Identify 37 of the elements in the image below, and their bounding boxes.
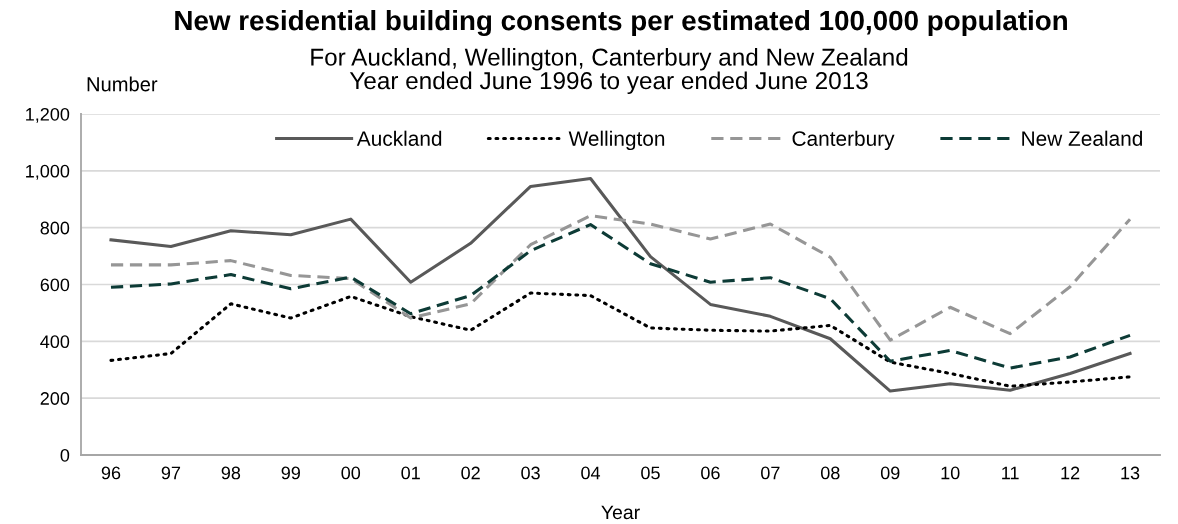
legend-label: Auckland (356, 130, 442, 146)
legend-label: Wellington (568, 130, 665, 151)
y-tick-label: 0 (60, 448, 70, 462)
line-series (109, 214, 1132, 342)
x-tick-label: 12 (1061, 466, 1080, 480)
x-tick-label: 00 (341, 466, 361, 480)
x-tick-label: 99 (281, 466, 300, 480)
x-tick-label: 01 (401, 466, 420, 480)
line-series (109, 223, 1132, 370)
chart-title: New residential building consents per estimated 100,000 population (175, 9, 1067, 37)
x-tick-label: 02 (461, 466, 480, 480)
line-series (109, 176, 1132, 393)
x-tick-label: 07 (761, 466, 780, 480)
x-tick-label: 05 (641, 466, 660, 480)
x-tick-label: 96 (101, 466, 121, 480)
x-tick-label: 08 (820, 466, 840, 480)
x-axis-title: Year (601, 505, 640, 520)
chart-subtitle: For Auckland, Wellington, Canterbury and New Zealand Year ended June 1996 to year ended June 2013 (311, 47, 908, 95)
line-series (109, 291, 1132, 388)
x-tick-label: 10 (941, 466, 960, 480)
y-tick-label: 800 (40, 221, 70, 235)
y-tick-label: 400 (40, 335, 70, 349)
y-axis-title: Number (87, 76, 158, 92)
y-tick-label: 600 (40, 278, 70, 292)
x-tick-label: 04 (581, 466, 601, 480)
y-tick-label: 1,200 (26, 107, 70, 123)
x-tick-label: 09 (880, 466, 900, 480)
x-tick-label: 03 (521, 466, 540, 480)
x-tick-label: 97 (161, 466, 181, 480)
y-tick-label: 1,000 (26, 164, 70, 180)
x-tick-label: 11 (1002, 466, 1019, 480)
x-tick-label: 06 (701, 466, 720, 480)
legend-label: Canterbury (792, 130, 895, 151)
x-tick-label: 98 (221, 466, 241, 480)
legend-label: New Zealand (1022, 130, 1142, 146)
y-tick-label: 200 (40, 392, 70, 405)
x-tick-label: 13 (1121, 466, 1140, 480)
